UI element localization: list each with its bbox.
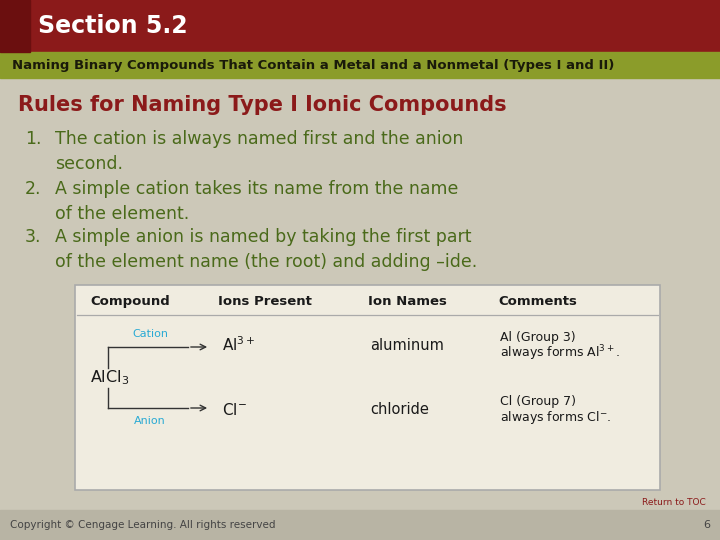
Text: Anion: Anion <box>134 416 166 426</box>
Text: Return to TOC: Return to TOC <box>642 498 706 507</box>
Text: Cation: Cation <box>132 329 168 339</box>
Text: The cation is always named first and the anion
second.: The cation is always named first and the… <box>55 130 464 173</box>
Text: chloride: chloride <box>370 402 429 417</box>
Text: Al (Group 3): Al (Group 3) <box>500 330 575 343</box>
Bar <box>0 0 720 52</box>
Text: Copyright © Cengage Learning. All rights reserved: Copyright © Cengage Learning. All rights… <box>10 520 276 530</box>
Text: always forms Al$^{3+}$.: always forms Al$^{3+}$. <box>500 343 620 363</box>
Text: Section 5.2: Section 5.2 <box>38 14 188 38</box>
Text: Rules for Naming Type I Ionic Compounds: Rules for Naming Type I Ionic Compounds <box>18 95 507 115</box>
Bar <box>75 285 660 490</box>
Text: Cl$^{-}$: Cl$^{-}$ <box>222 402 247 418</box>
Text: AlCl$_3$: AlCl$_3$ <box>90 369 130 387</box>
Bar <box>0 510 720 540</box>
Text: 3.: 3. <box>25 228 42 246</box>
Text: 1.: 1. <box>25 130 42 148</box>
Text: aluminum: aluminum <box>370 338 444 353</box>
Text: Compound: Compound <box>90 295 170 308</box>
Text: Al$^{3+}$: Al$^{3+}$ <box>222 336 256 354</box>
Text: Comments: Comments <box>498 295 577 308</box>
Bar <box>0 52 720 78</box>
Text: Naming Binary Compounds That Contain a Metal and a Nonmetal (Types I and II): Naming Binary Compounds That Contain a M… <box>12 58 614 71</box>
Text: 2.: 2. <box>25 180 42 198</box>
Text: 6: 6 <box>703 520 710 530</box>
Text: A simple anion is named by taking the first part
of the element name (the root) : A simple anion is named by taking the fi… <box>55 228 477 271</box>
Text: A simple cation takes its name from the name
of the element.: A simple cation takes its name from the … <box>55 180 459 223</box>
Text: always forms Cl$^{-}$.: always forms Cl$^{-}$. <box>500 409 611 427</box>
Bar <box>0 0 30 52</box>
Text: Ions Present: Ions Present <box>218 295 312 308</box>
Text: Ion Names: Ion Names <box>368 295 447 308</box>
Text: Cl (Group 7): Cl (Group 7) <box>500 395 576 408</box>
